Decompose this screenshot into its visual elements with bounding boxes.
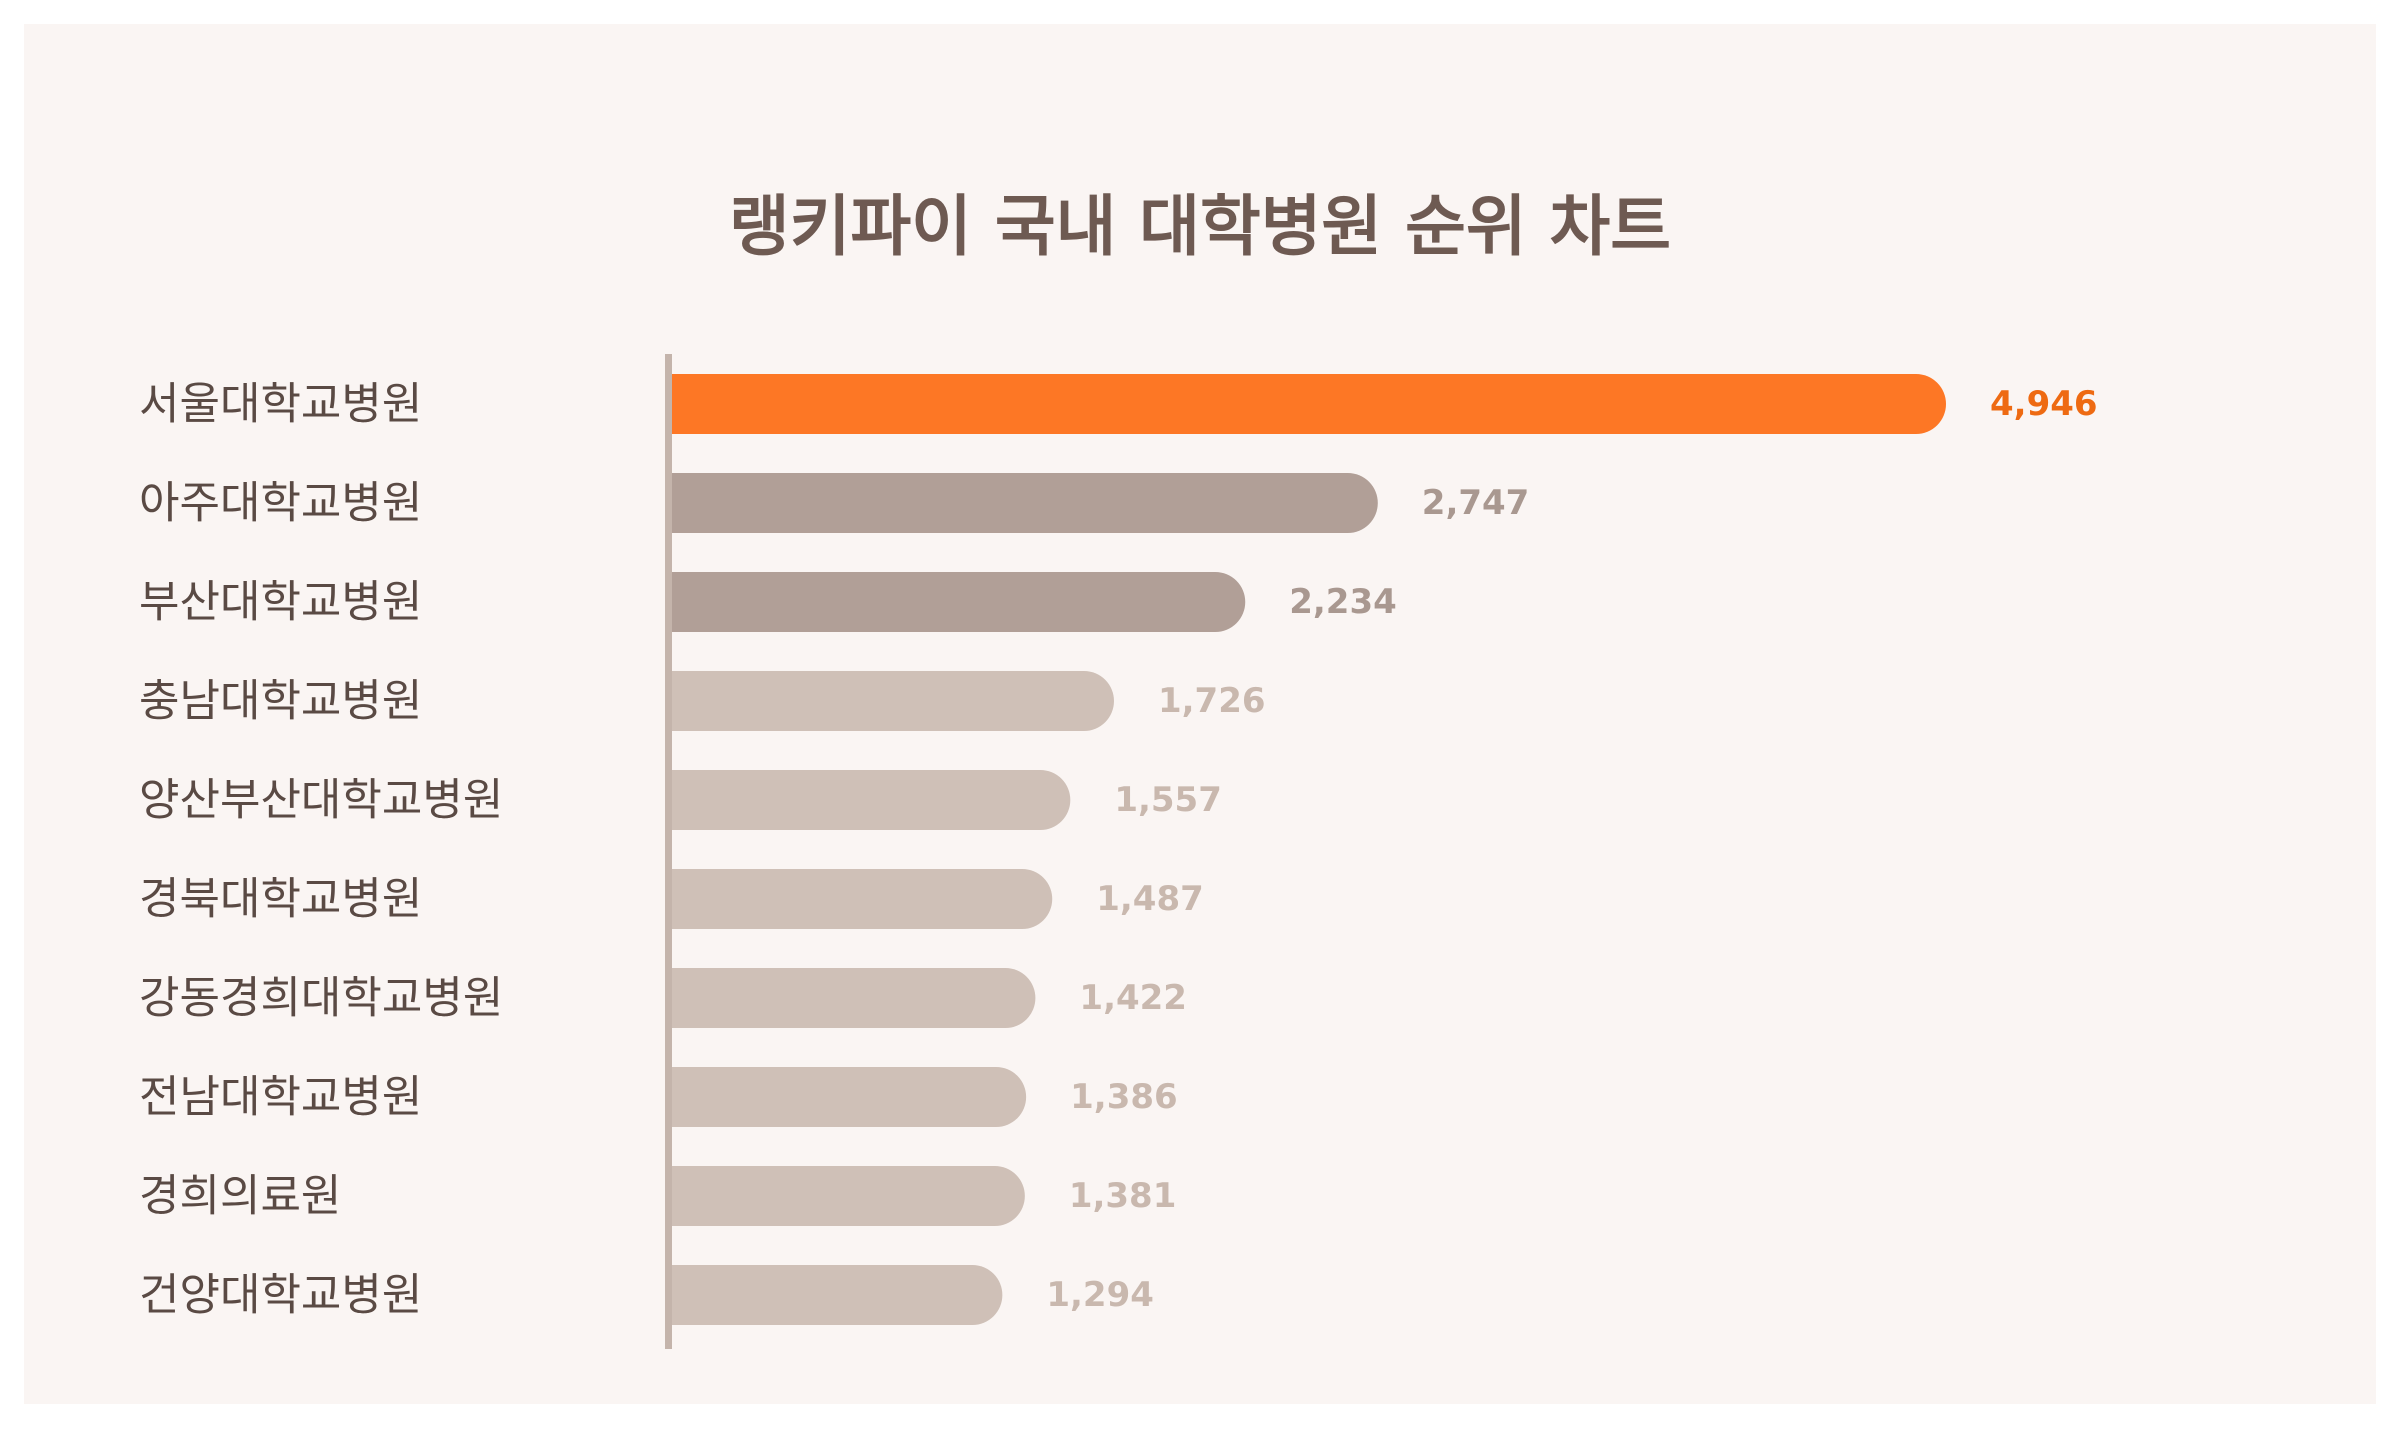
value-label: 1,294 (1046, 1275, 1154, 1315)
value-label: 2,747 (1422, 483, 1530, 523)
category-label: 양산부산대학교병원 (139, 775, 503, 826)
y-axis-line (665, 354, 672, 1349)
value-label: 1,726 (1158, 681, 1266, 721)
chart-panel: 랭키파이 국내 대학병원 순위 차트 서울대학교병원 4,946 아주대학교병원 2,… (24, 24, 2376, 1404)
value-label: 1,386 (1070, 1077, 1178, 1117)
value-label: 1,487 (1096, 879, 1204, 919)
bar (668, 671, 1114, 731)
bar (668, 1067, 1027, 1127)
bar (668, 473, 1378, 533)
category-label: 전남대학교병원 (139, 1072, 422, 1123)
bar (668, 770, 1071, 830)
bars-layer: 서울대학교병원 4,946 아주대학교병원 2,747 부산대학교병원 2,234 충남대학… (139, 374, 2098, 1325)
value-label: 2,234 (1289, 582, 1397, 622)
bar-chart: 랭키파이 국내 대학병원 순위 차트 서울대학교병원 4,946 아주대학교병원 2,… (139, 188, 2098, 1349)
bar (668, 968, 1036, 1028)
value-label: 1,422 (1079, 978, 1187, 1018)
bar (668, 374, 1946, 434)
category-label: 건양대학교병원 (139, 1270, 422, 1321)
category-label: 부산대학교병원 (139, 577, 422, 628)
category-label: 충남대학교병원 (139, 676, 422, 727)
chart-title: 랭키파이 국내 대학병원 순위 차트 (729, 188, 1671, 265)
bar (668, 1166, 1025, 1226)
bar (668, 1265, 1003, 1325)
category-label: 강동경희대학교병원 (139, 973, 503, 1024)
value-label: 1,557 (1114, 780, 1222, 820)
category-label: 경북대학교병원 (139, 874, 422, 925)
bar (668, 869, 1053, 929)
category-label: 경희의료원 (139, 1171, 341, 1222)
value-label: 1,381 (1069, 1176, 1177, 1216)
category-label: 아주대학교병원 (139, 478, 422, 529)
category-label: 서울대학교병원 (139, 379, 422, 430)
bar (668, 572, 1246, 632)
value-label: 4,946 (1990, 384, 2098, 424)
